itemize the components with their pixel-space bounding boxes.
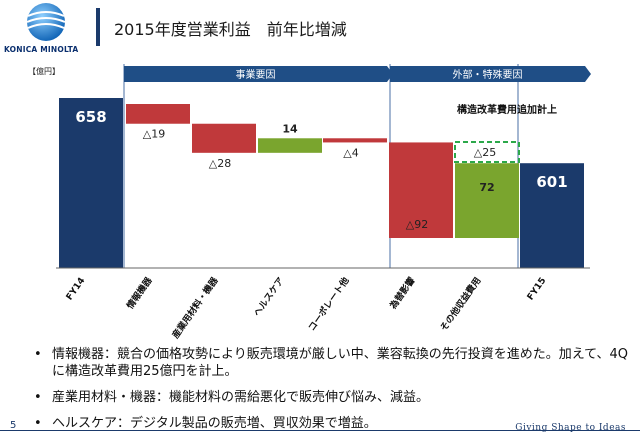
waterfall-bar <box>520 163 584 268</box>
waterfall-bar <box>323 138 387 143</box>
group-header-label: 事業要因 <box>236 68 276 81</box>
category-label: 情報機器 <box>123 274 155 312</box>
bullet-item: 情報機器：競合の価格攻勢により販売環境が厳しい中、業容転換の先行投資を進めた。加… <box>32 346 632 380</box>
logo: KONICA MINOLTA <box>0 0 92 60</box>
brand-name: KONICA MINOLTA <box>4 45 79 54</box>
data-label: △4 <box>343 146 358 159</box>
annotation-value: △25 <box>474 146 496 159</box>
category-label: ヘルスケア <box>252 275 287 318</box>
category-label: コーポレート他 <box>305 275 351 334</box>
group-header-arrow <box>585 66 591 82</box>
waterfall-bar <box>59 98 123 268</box>
category-label: その他収益費用 <box>437 275 483 334</box>
data-label: △28 <box>209 157 231 170</box>
data-label: 601 <box>536 173 567 191</box>
annotation-box <box>454 141 520 163</box>
waterfall-bar <box>389 142 453 238</box>
category-label: FY14 <box>65 276 88 302</box>
data-label: 72 <box>479 181 494 194</box>
category-label: 為替影響 <box>386 275 417 312</box>
title-accent <box>96 8 100 46</box>
waterfall-chart: 事業要因 外部・特殊要因 658 △19 △28 14 △4 △92 72 601 構造改革費用追加… <box>56 64 591 340</box>
footer-divider <box>0 430 640 431</box>
waterfall-bar <box>126 104 190 124</box>
waterfall-bar <box>258 138 322 153</box>
data-label: 658 <box>75 108 106 126</box>
tagline: Giving Shape to Ideas <box>515 423 626 433</box>
group-header-label: 外部・特殊要因 <box>453 68 523 81</box>
waterfall-bar <box>455 163 519 238</box>
data-label: △19 <box>143 128 165 141</box>
group-header-band <box>390 66 585 82</box>
logo-icon <box>26 3 66 41</box>
group-header-band <box>124 66 387 82</box>
page-title: 2015年度営業利益 前年比増減 <box>114 20 347 39</box>
page-number: 5 <box>10 420 17 431</box>
bullet-list: 情報機器：競合の価格攻勢により販売環境が厳しい中、業容転換の先行投資を進めた。加… <box>32 346 632 441</box>
data-label: △92 <box>406 218 428 231</box>
category-label: 産業用材料・機器 <box>169 274 221 340</box>
category-label: FY15 <box>526 276 549 302</box>
bullet-item: 産業用材料・機器：機能材料の需給悪化で販売伸び悩み、減益。 <box>32 389 632 406</box>
annotation-title: 構造改革費用追加計上 <box>457 103 557 116</box>
bullet-item: ヘルスケア：デジタル製品の販売増、買収効果で増益。 <box>32 415 632 432</box>
waterfall-bar <box>192 123 256 153</box>
data-label: 14 <box>282 122 298 135</box>
chart-unit: 【億円】 <box>28 67 60 76</box>
